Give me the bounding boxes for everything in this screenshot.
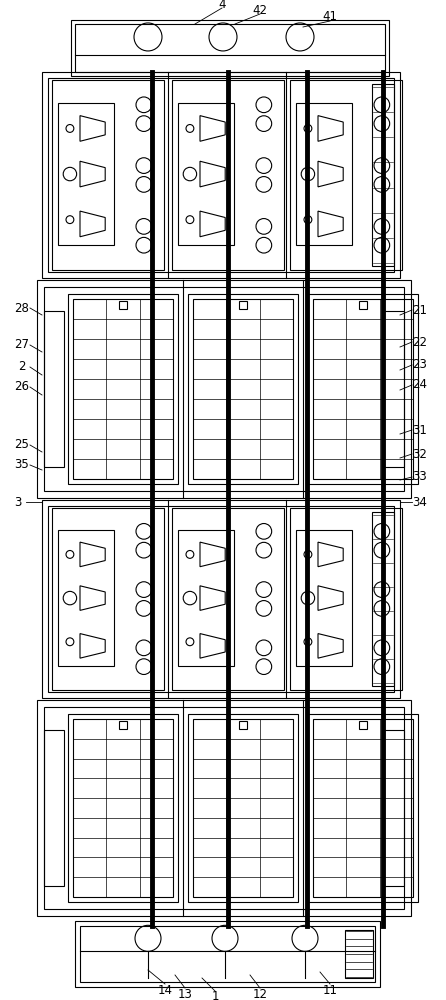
Bar <box>68 294 178 484</box>
Bar <box>44 287 404 491</box>
Bar <box>80 926 375 982</box>
Bar <box>44 707 404 909</box>
Bar <box>37 700 411 916</box>
Bar <box>239 721 247 729</box>
Bar <box>290 80 402 270</box>
Bar <box>172 80 284 270</box>
Text: 35: 35 <box>15 458 29 472</box>
Bar <box>119 301 127 309</box>
Bar <box>313 719 413 897</box>
Text: 34: 34 <box>413 495 427 508</box>
Bar <box>372 512 394 686</box>
Text: 23: 23 <box>413 359 427 371</box>
Bar <box>71 20 389 76</box>
Bar <box>193 299 293 479</box>
Bar <box>48 506 394 692</box>
Text: 12: 12 <box>252 988 268 1000</box>
Bar <box>52 80 164 270</box>
Text: 28: 28 <box>15 302 29 314</box>
Text: 24: 24 <box>413 378 428 391</box>
Bar <box>42 72 400 278</box>
Text: 32: 32 <box>413 448 427 460</box>
Bar <box>73 719 173 897</box>
Text: 11: 11 <box>322 984 338 996</box>
Text: 13: 13 <box>178 988 192 1000</box>
Bar <box>193 719 293 897</box>
Text: 33: 33 <box>413 471 427 484</box>
Bar <box>178 103 234 245</box>
Bar <box>372 84 394 266</box>
Text: 41: 41 <box>322 10 338 23</box>
Bar <box>188 714 298 902</box>
Bar <box>37 280 411 498</box>
Text: 25: 25 <box>15 438 29 452</box>
Bar <box>359 301 367 309</box>
Text: 21: 21 <box>413 304 428 316</box>
Bar <box>384 730 404 886</box>
Text: 14: 14 <box>157 984 173 996</box>
Text: 3: 3 <box>14 495 22 508</box>
Bar <box>178 530 234 666</box>
Bar <box>239 301 247 309</box>
Bar <box>384 311 404 467</box>
Bar <box>359 721 367 729</box>
Bar <box>44 311 64 467</box>
Bar <box>313 299 413 479</box>
Bar <box>296 530 351 666</box>
Bar <box>48 78 394 272</box>
Text: 4: 4 <box>218 0 226 10</box>
Text: 42: 42 <box>252 3 268 16</box>
Bar <box>119 721 127 729</box>
Bar <box>188 294 298 484</box>
Bar <box>52 508 164 690</box>
Bar <box>44 730 64 886</box>
Bar <box>42 500 400 698</box>
Bar <box>345 930 373 978</box>
Text: 27: 27 <box>15 338 29 352</box>
Bar <box>296 103 351 245</box>
Bar <box>308 294 418 484</box>
Bar <box>73 299 173 479</box>
Text: 22: 22 <box>413 336 428 349</box>
Bar <box>172 508 284 690</box>
Bar <box>68 714 178 902</box>
Bar <box>58 530 114 666</box>
Text: 2: 2 <box>18 360 26 373</box>
Bar <box>308 714 418 902</box>
Text: 31: 31 <box>413 424 427 436</box>
Text: 1: 1 <box>211 990 219 1000</box>
Bar <box>58 103 114 245</box>
Bar <box>75 921 380 987</box>
Bar <box>290 508 402 690</box>
Text: 26: 26 <box>15 380 29 393</box>
Bar <box>75 24 385 72</box>
